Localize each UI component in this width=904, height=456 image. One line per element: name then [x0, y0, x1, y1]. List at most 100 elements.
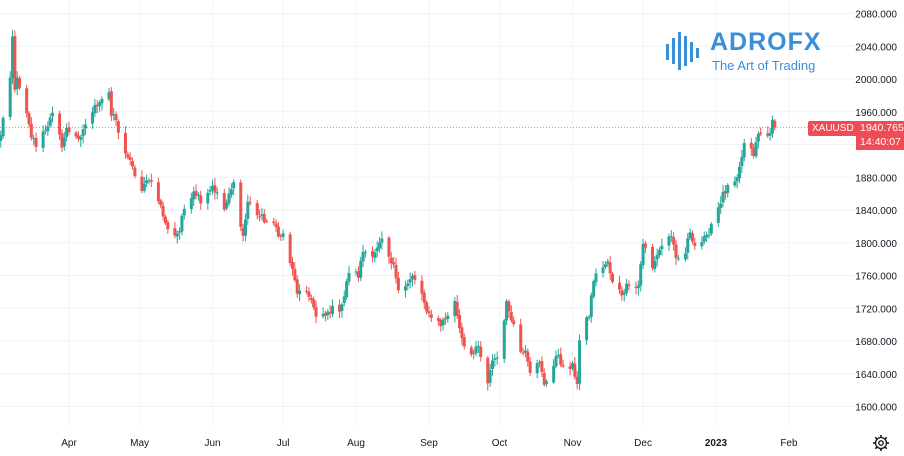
candle-body: [309, 298, 313, 301]
candle-body: [429, 314, 433, 318]
candle-body: [707, 234, 711, 236]
candle-body: [225, 202, 229, 209]
candle-body: [756, 133, 760, 142]
candle-body: [0, 135, 3, 141]
candle-body: [67, 127, 71, 133]
candle-body: [700, 242, 704, 247]
candle-body: [719, 203, 723, 209]
candle-body: [1, 117, 5, 136]
candle-body: [392, 262, 396, 265]
last-price-value: 1940.765: [860, 122, 904, 134]
candle-body: [766, 133, 770, 136]
candle-body: [655, 254, 659, 260]
x-tick-label: Jul: [277, 438, 290, 449]
candle-body: [93, 105, 97, 114]
y-tick-label: 1880.000: [855, 173, 897, 184]
candle-body: [342, 296, 346, 303]
candle-body: [469, 347, 473, 355]
candle-body: [76, 135, 80, 139]
candle-body: [116, 121, 120, 133]
logo-tagline: The Art of Trading: [712, 58, 816, 73]
y-tick-label: 1960.000: [855, 108, 897, 119]
candle-body: [570, 363, 574, 369]
candle-body: [587, 316, 591, 319]
candle-body: [683, 253, 687, 260]
candle-body: [163, 216, 167, 224]
candle-body: [408, 279, 412, 283]
candle-body: [321, 313, 325, 317]
candle-body: [726, 184, 730, 193]
gear-icon[interactable]: [872, 434, 890, 452]
candles: [0, 30, 777, 391]
candle-body: [770, 119, 774, 134]
x-tick-label: Feb: [780, 438, 798, 449]
candle-body: [11, 36, 15, 78]
candle-body: [413, 275, 417, 280]
candle-body: [705, 234, 709, 238]
candle-body: [420, 280, 424, 294]
x-tick-label: Oct: [492, 438, 508, 449]
candle-body: [512, 320, 516, 325]
candle-body: [460, 327, 464, 339]
candle-body: [373, 252, 377, 258]
logo-name-main: ADRO: [710, 28, 788, 56]
candle-body: [462, 337, 466, 347]
candle-body: [149, 179, 153, 182]
last-price-tag: 1940.765 14:40:07: [856, 121, 904, 150]
candle-body: [528, 361, 532, 373]
candle-body: [523, 350, 527, 353]
candle-body: [147, 180, 151, 182]
candle-body: [298, 290, 302, 295]
candle-body: [145, 180, 149, 184]
candle-body: [578, 340, 582, 384]
candle-body: [95, 104, 99, 107]
candle-body: [394, 264, 398, 279]
candle-body: [410, 275, 414, 280]
candle-body: [79, 136, 83, 140]
candle-body: [493, 358, 497, 360]
candle-body: [674, 244, 678, 259]
x-tick-label: Jun: [204, 438, 220, 449]
candle-body: [338, 304, 342, 312]
candle-body: [314, 307, 318, 317]
candle-body: [733, 181, 737, 186]
candle-body: [178, 231, 182, 233]
candle-body: [363, 251, 367, 253]
candle-body: [636, 285, 640, 289]
candle-body: [535, 363, 539, 374]
candle-body: [380, 238, 384, 243]
candle-body: [65, 127, 69, 137]
candle-body: [206, 192, 210, 204]
candle-body: [279, 235, 283, 237]
x-tick-label: May: [130, 438, 149, 449]
candle-body: [406, 283, 410, 287]
candle-body: [326, 311, 330, 316]
candle-body: [526, 351, 530, 362]
candle-body: [620, 290, 624, 296]
candle-body: [123, 132, 127, 154]
y-tick-label: 2000.000: [855, 75, 897, 86]
candle-body: [133, 167, 137, 177]
candle-body: [27, 113, 31, 125]
candle-body: [182, 208, 186, 216]
candle-body: [639, 264, 643, 286]
candle-body: [199, 195, 203, 204]
candle-body: [589, 295, 593, 317]
candle-body: [208, 190, 212, 192]
candle-body: [479, 346, 483, 358]
candle-body: [490, 360, 494, 370]
candle-body: [592, 281, 596, 297]
candle-body: [387, 237, 391, 257]
candle-body: [248, 202, 252, 204]
candle-body: [222, 192, 226, 210]
candle-body: [291, 261, 295, 269]
candle-body: [688, 232, 692, 239]
candle-body: [356, 271, 360, 278]
y-tick-label: 1840.000: [855, 206, 897, 217]
x-tick-label: Apr: [61, 438, 77, 449]
candle-body: [709, 223, 713, 234]
candle-body: [634, 287, 638, 289]
candle-body: [561, 364, 565, 367]
